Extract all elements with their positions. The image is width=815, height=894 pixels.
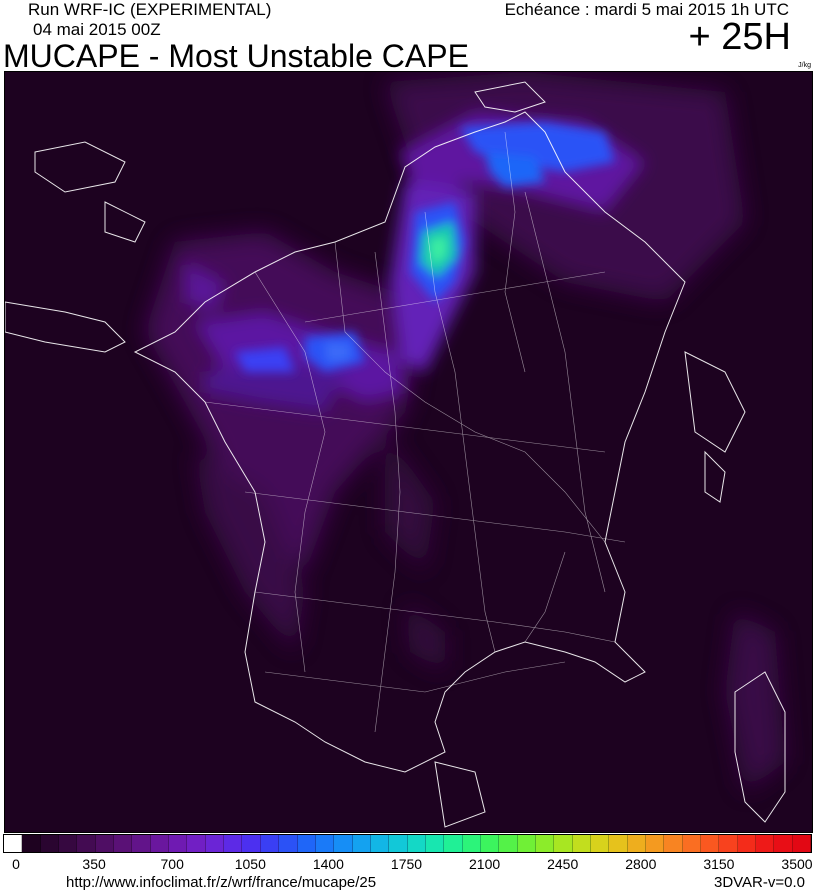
color-scale-cell — [480, 835, 500, 852]
run-date: 04 mai 2015 00Z — [33, 20, 161, 39]
color-scale-cell — [591, 835, 610, 852]
color-scale-cell — [554, 835, 573, 852]
color-scale-cell — [334, 835, 353, 852]
color-scale-cell — [150, 835, 170, 852]
color-scale-cell — [792, 835, 812, 852]
color-scale-cell — [719, 835, 738, 852]
color-scale-cell — [499, 835, 518, 852]
lead-time: + 25H — [688, 16, 791, 58]
color-scale-cell — [205, 835, 225, 852]
color-scale-cell — [260, 835, 280, 852]
color-scale-ticks: 0 350 700 1050 1400 1750 2100 2450 2800 3150 3500 — [0, 856, 815, 874]
color-scale-cell — [4, 835, 23, 852]
source-url: http://www.infoclimat.fr/z/wrf/france/mu… — [66, 874, 377, 891]
color-scale-cell — [40, 835, 60, 852]
color-scale-cell — [609, 835, 628, 852]
color-scale-cell — [224, 835, 243, 852]
run-label: Run WRF-IC (EXPERIMENTAL) — [28, 0, 272, 19]
color-scale-cell — [756, 835, 775, 852]
color-scale-cell — [572, 835, 591, 852]
color-scale-tick-label: 700 — [160, 856, 184, 872]
color-scale-cell — [242, 835, 261, 852]
color-scale-cell — [315, 835, 335, 852]
color-scale-cell — [297, 835, 316, 852]
color-scale-tick-label: 1400 — [312, 856, 344, 872]
color-scale-tick-label: 0 — [12, 856, 20, 872]
color-scale-tick-label: 2450 — [547, 856, 579, 872]
color-scale-tick-label: 350 — [82, 856, 106, 872]
color-scale-cell — [407, 835, 426, 852]
color-scale-cell — [425, 835, 445, 852]
color-scale-cell — [389, 835, 408, 852]
color-scale-cell — [22, 835, 41, 852]
map-title: MUCAPE - Most Unstable CAPE — [3, 38, 469, 74]
color-scale-cell — [352, 835, 371, 852]
color-scale-tick-label: 1050 — [234, 856, 266, 872]
color-scale-cell — [627, 835, 647, 852]
color-scale-tick-label: 2800 — [625, 856, 657, 872]
color-scale-cell — [370, 835, 390, 852]
cape-high-field — [235, 122, 615, 372]
color-scale-cell — [444, 835, 463, 852]
echeance-label: Echéance : mardi 5 mai 2015 1h UTC — [504, 0, 789, 19]
color-scale-cell — [59, 835, 78, 852]
color-scale-cell — [95, 835, 115, 852]
color-scale-cell — [462, 835, 481, 852]
color-scale-cell — [646, 835, 665, 852]
color-scale-tick-label: 2100 — [469, 856, 501, 872]
color-scale-cell — [737, 835, 757, 852]
color-scale-cell — [664, 835, 683, 852]
color-scale-tick-label: 1750 — [390, 856, 423, 872]
model-version: 3DVAR-v=0.0 — [713, 874, 805, 891]
color-scale-cell — [187, 835, 206, 852]
color-scale-cell — [169, 835, 188, 852]
color-scale-cell — [701, 835, 720, 852]
color-scale-tick-label: 3150 — [703, 856, 735, 872]
department-borders — [204, 131, 626, 733]
color-scale-cell — [114, 835, 133, 852]
color-scale-cell — [682, 835, 702, 852]
color-scale-tick-label: 3500 — [781, 856, 813, 872]
color-scale-bar — [3, 834, 812, 853]
color-scale-cell — [279, 835, 298, 852]
color-scale-cell — [535, 835, 555, 852]
color-scale-cell — [77, 835, 96, 852]
unit-label: J/kg — [798, 62, 811, 69]
cape-map — [4, 71, 813, 833]
color-scale-cell — [132, 835, 151, 852]
cape-field-svg — [5, 72, 812, 832]
color-scale-cell — [517, 835, 536, 852]
color-scale-cell — [774, 835, 793, 852]
